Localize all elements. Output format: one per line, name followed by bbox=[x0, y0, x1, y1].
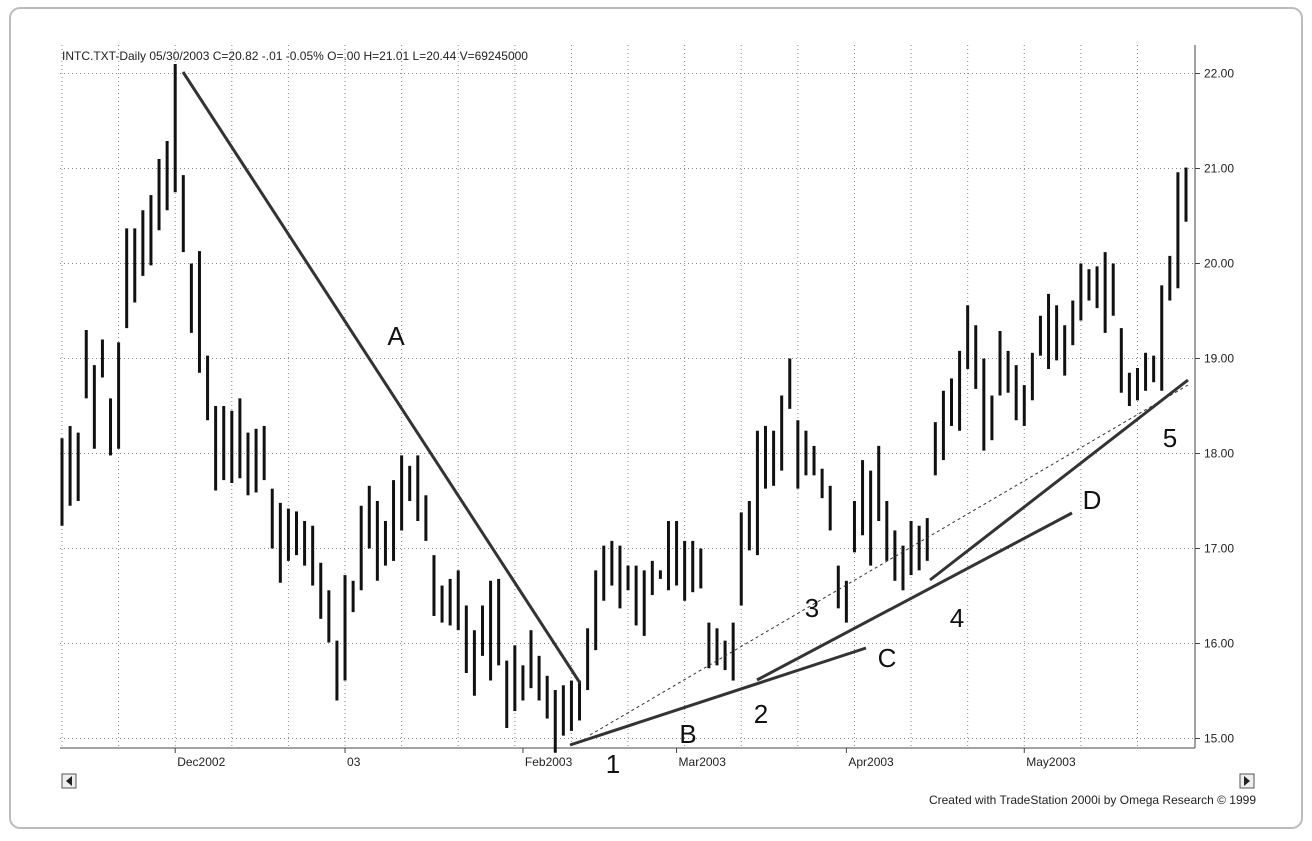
x-tick-label: May2003 bbox=[1026, 755, 1076, 769]
x-tick-label: Apr2003 bbox=[848, 755, 894, 769]
y-tick-label: 18.00 bbox=[1204, 447, 1234, 461]
annotation: 5 bbox=[1163, 423, 1177, 453]
y-tick-label: 21.00 bbox=[1204, 162, 1234, 176]
trendline bbox=[756, 511, 1073, 682]
annotation: C bbox=[878, 643, 897, 673]
trendline bbox=[929, 378, 1189, 582]
annotation: B bbox=[679, 719, 696, 749]
scroll-right-arrow bbox=[1244, 776, 1250, 786]
y-tick-label: 15.00 bbox=[1204, 732, 1234, 746]
annotation: 2 bbox=[754, 699, 768, 729]
frame bbox=[9, 7, 1303, 829]
x-tick-label: Mar2003 bbox=[679, 755, 727, 769]
x-tick-label: Feb2003 bbox=[525, 755, 573, 769]
trendline-dashed bbox=[589, 384, 1189, 736]
y-tick-label: 17.00 bbox=[1204, 542, 1234, 556]
y-tick-label: 20.00 bbox=[1204, 257, 1234, 271]
y-tick-label: 19.00 bbox=[1204, 352, 1234, 366]
annotation: 1 bbox=[606, 749, 620, 779]
footer: Created with TradeStation 2000i by Omega… bbox=[929, 793, 1256, 807]
annotation: 4 bbox=[950, 603, 964, 633]
x-tick-label: 03 bbox=[347, 755, 361, 769]
scroll-left-arrow bbox=[66, 776, 72, 786]
y-tick-label: 16.00 bbox=[1204, 637, 1234, 651]
y-tick-label: 22.00 bbox=[1204, 67, 1234, 81]
annotation: D bbox=[1083, 485, 1102, 515]
trendline bbox=[181, 71, 582, 684]
header: INTC.TXT-Daily 05/30/2003 C=20.82 -.01 -… bbox=[62, 49, 528, 63]
trendline bbox=[569, 646, 867, 747]
annotation: A bbox=[387, 321, 405, 351]
annotation: 3 bbox=[805, 593, 819, 623]
x-tick-label: Dec2002 bbox=[177, 755, 225, 769]
